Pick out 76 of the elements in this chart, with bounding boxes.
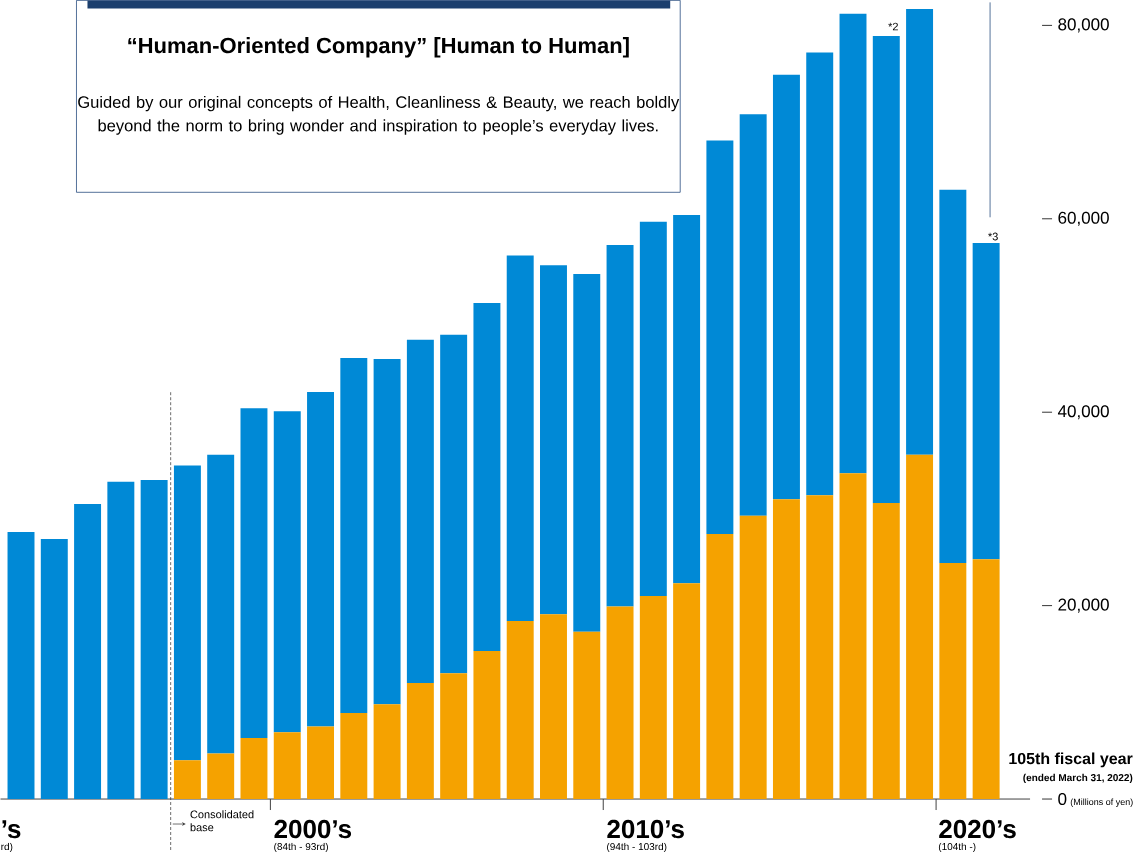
bar — [440, 334, 468, 674]
y-tick-label: 60,000 — [1058, 211, 1109, 226]
text: 2010’s — [607, 819, 684, 839]
bar — [706, 140, 734, 534]
bar — [939, 562, 967, 799]
bar — [639, 221, 667, 596]
bar — [573, 273, 601, 632]
bar — [806, 52, 834, 496]
bar — [473, 302, 501, 651]
bar — [806, 495, 834, 799]
bar — [673, 214, 701, 584]
bar — [406, 682, 434, 799]
bar — [107, 481, 135, 799]
bar — [240, 737, 268, 799]
bar — [606, 606, 634, 799]
bar — [40, 538, 68, 799]
bar — [273, 411, 301, 733]
bar — [739, 114, 767, 516]
text: “Human-Oriented Company” [Human to Human] — [128, 36, 629, 58]
bar — [972, 242, 1000, 559]
text: Consolidated base — [190, 810, 254, 832]
text: rd) — [1, 842, 13, 852]
y-tick-label: 80,000 — [1058, 18, 1109, 33]
bar — [540, 614, 567, 799]
bar — [307, 726, 335, 799]
bar — [506, 620, 534, 799]
bar — [74, 503, 102, 799]
y-tick-label: 20,000 — [1058, 598, 1109, 613]
bar — [772, 499, 800, 799]
bar — [639, 595, 667, 799]
bar — [7, 531, 35, 799]
text: ’s — [2, 819, 21, 839]
annotation: 105th fiscal year — [1009, 752, 1133, 768]
annotation: *3 — [988, 232, 998, 241]
text: (94th - 103rd) — [607, 842, 667, 852]
text: Guided by our original concepts of Health, Cleanliness & Beauty, we reach boldly beyond the norm to bring wonder and inspiration to people’s everyday lives. — [78, 95, 680, 135]
bar — [839, 13, 867, 473]
bar — [207, 454, 235, 754]
bar — [606, 244, 634, 607]
y-axis-title: (Millions of yen) — [1070, 798, 1133, 807]
bar — [273, 732, 301, 799]
bar — [739, 515, 767, 799]
text: 2000’s — [274, 819, 352, 839]
bar — [772, 74, 800, 500]
bar — [240, 408, 268, 738]
bar — [173, 465, 201, 761]
bar — [340, 712, 368, 799]
bar — [872, 502, 900, 799]
bar — [473, 650, 501, 799]
bar — [906, 454, 934, 799]
bar — [173, 760, 201, 799]
bar — [706, 533, 734, 799]
bar — [972, 558, 1000, 799]
annotation: (ended March 31, 2022) — [1023, 773, 1133, 783]
y-tick-label: 0 — [1058, 792, 1067, 805]
text: (104th -) — [938, 842, 976, 852]
bar — [406, 339, 434, 683]
bar — [340, 357, 368, 713]
bar — [939, 189, 967, 563]
y-tick-label: 40,000 — [1057, 404, 1109, 420]
bar — [906, 8, 934, 455]
bar — [872, 35, 900, 503]
bar — [373, 358, 401, 705]
annotation: *2 — [888, 22, 898, 31]
text: 2020’s — [939, 819, 1016, 839]
text: (84th - 93rd) — [274, 842, 328, 852]
bar — [140, 479, 168, 799]
bar — [540, 265, 567, 615]
bar — [573, 631, 601, 799]
bar — [673, 583, 701, 799]
bar — [440, 673, 468, 799]
bar — [839, 472, 867, 799]
bar — [506, 255, 534, 621]
bar — [373, 704, 401, 799]
bar — [207, 753, 235, 799]
bar — [307, 391, 335, 727]
